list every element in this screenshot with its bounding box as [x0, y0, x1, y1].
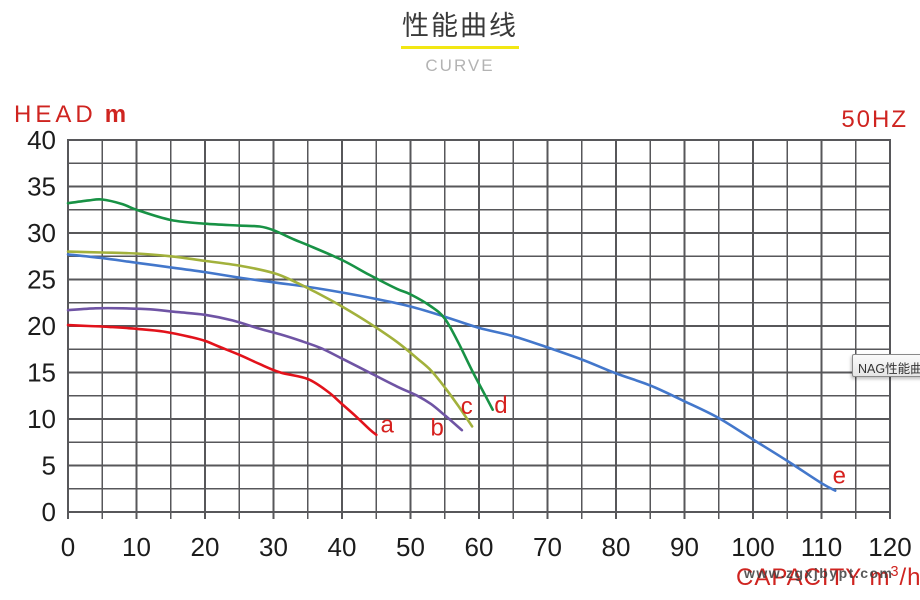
y-tick-label: 30 [27, 218, 56, 248]
curve-label-d: d [494, 392, 507, 419]
y-tick-label: 25 [27, 265, 56, 295]
y-tick-label: 35 [27, 172, 56, 202]
x-tick-label: 50 [396, 532, 425, 562]
curve-label-a: a [381, 412, 395, 439]
curve-label-c: c [461, 393, 473, 420]
curve-a [66, 323, 378, 437]
curve-b [66, 306, 464, 432]
x-tick-label: 70 [533, 532, 562, 562]
page-title: 性能曲线 [402, 11, 518, 41]
y-axis-unit: m [104, 101, 127, 128]
curve-label-e: e [833, 463, 846, 490]
curve-label-b: b [431, 414, 444, 441]
page-subtitle: CURVE [425, 56, 495, 76]
x-axis-unit-suffix: /h [899, 564, 920, 591]
curve-e [66, 253, 837, 492]
x-tick-label: 40 [328, 532, 357, 562]
title-block: 性能曲线 CURVE [0, 10, 920, 76]
curve-c [66, 250, 474, 428]
watermark: www.zgxjbypt.com [744, 565, 894, 581]
frequency-label: 50HZ [841, 106, 908, 133]
x-tick-label: 110 [801, 532, 842, 562]
title-underline [401, 46, 519, 50]
y-axis-label-text: HEAD [14, 101, 97, 128]
y-tick-label: 20 [27, 311, 56, 341]
x-axis-unit-exponent: 3 [890, 564, 900, 580]
x-tick-label: 120 [868, 532, 911, 562]
x-axis-label-text: CAPACITY m [736, 564, 891, 591]
curve-tooltip: NAG性能曲 [852, 354, 920, 377]
y-tick-label: 10 [27, 404, 56, 434]
y-axis-label: HEAD m [14, 101, 126, 129]
y-tick-label: 15 [27, 358, 56, 388]
x-tick-label: 0 [61, 532, 75, 562]
x-tick-label: 80 [602, 532, 631, 562]
y-tick-label: 0 [42, 497, 56, 527]
y-tick-label: 5 [42, 451, 56, 481]
x-tick-label: 10 [122, 532, 151, 562]
x-axis-label: CAPACITY m3/h [736, 564, 920, 592]
y-tick-label: 40 [27, 125, 56, 155]
x-tick-label: 100 [731, 532, 774, 562]
curve-d [66, 198, 494, 411]
x-tick-label: 90 [670, 532, 699, 562]
x-tick-label: 20 [191, 532, 220, 562]
x-tick-label: 30 [259, 532, 288, 562]
x-tick-label: 60 [465, 532, 494, 562]
